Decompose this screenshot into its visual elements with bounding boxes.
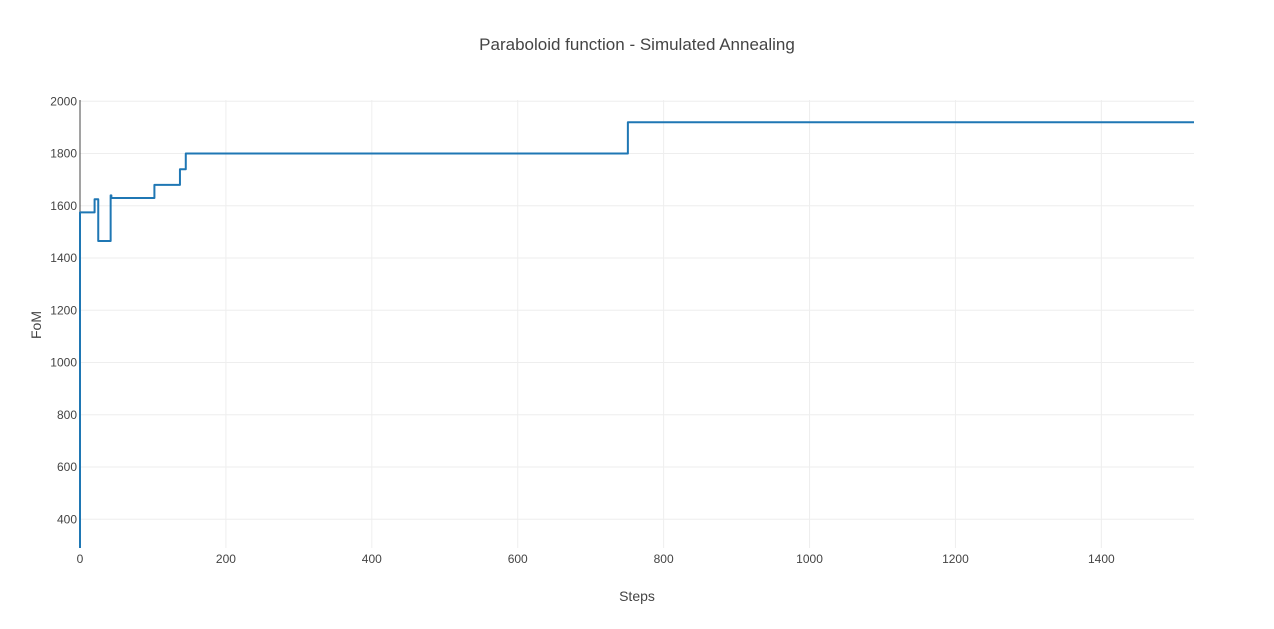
chart-title: Paraboloid function - Simulated Annealin… — [479, 35, 795, 54]
x-tick-label: 0 — [77, 552, 84, 566]
gridlines — [80, 100, 1194, 548]
y-tick-label: 1200 — [50, 303, 77, 317]
x-tick-label: 1000 — [796, 552, 823, 566]
x-tick-label: 400 — [362, 552, 382, 566]
x-tick-label: 200 — [216, 552, 236, 566]
plot-area[interactable] — [79, 121, 1194, 548]
x-axis-title: Steps — [619, 588, 655, 604]
y-tick-label: 400 — [57, 512, 77, 526]
series-line[interactable] — [79, 121, 1194, 548]
x-tick-label: 800 — [654, 552, 674, 566]
y-tick-label: 600 — [57, 460, 77, 474]
y-tick-label: 2000 — [50, 94, 77, 108]
y-tick-label: 1800 — [50, 147, 77, 161]
y-tick-label: 800 — [57, 408, 77, 422]
y-tick-label: 1000 — [50, 356, 77, 370]
y-axis-ticks: 400 600 800 1000 1200 1400 1600 1800 2000 — [50, 94, 77, 526]
x-tick-label: 600 — [508, 552, 528, 566]
x-tick-label: 1200 — [942, 552, 969, 566]
y-tick-label: 1400 — [50, 251, 77, 265]
y-axis-title: FoM — [28, 311, 44, 339]
y-tick-label: 1600 — [50, 199, 77, 213]
x-tick-label: 1400 — [1088, 552, 1115, 566]
x-axis-ticks: 0 200 400 600 800 1000 1200 1400 — [77, 552, 1115, 566]
